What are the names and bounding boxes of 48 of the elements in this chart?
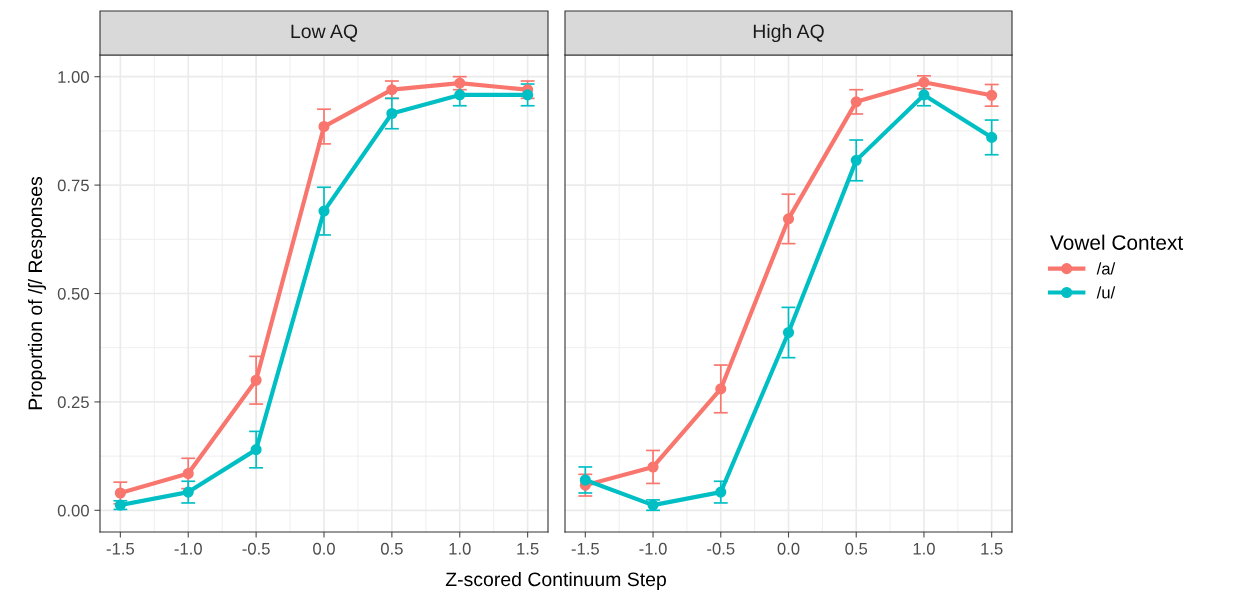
- point: [522, 89, 534, 101]
- x-tick-label: 1.5: [981, 543, 1003, 555]
- point: [850, 96, 862, 108]
- point: [318, 205, 330, 217]
- legend-label: /u/: [1096, 286, 1116, 299]
- x-tick-label: -0.5: [707, 542, 735, 555]
- y-tick-label: 0.25: [57, 396, 89, 409]
- x-tick-label: -1.5: [571, 543, 599, 555]
- y-tick-label: 0.75: [57, 179, 89, 192]
- x-tick-label: -1.0: [174, 542, 202, 555]
- point: [918, 89, 930, 101]
- point: [986, 89, 998, 101]
- point: [182, 486, 194, 498]
- x-tick-label: -1.0: [639, 542, 667, 555]
- point: [318, 120, 330, 133]
- y-tick-label: 0.50: [57, 287, 89, 300]
- x-tick-label: 0.5: [845, 542, 868, 555]
- legend-title: Vowel Context: [1050, 234, 1184, 250]
- point: [986, 131, 998, 143]
- point: [715, 383, 727, 395]
- chart-title: Low AQ: [291, 24, 358, 42]
- x-tick-label: -1.5: [106, 543, 135, 555]
- x-tick-label: 1.0: [913, 542, 935, 555]
- x-tick-label: 0.5: [380, 542, 403, 555]
- y-tick-label: 1.00: [58, 71, 89, 83]
- point: [386, 84, 398, 96]
- point: [715, 486, 727, 498]
- point: [647, 461, 659, 473]
- point: [386, 107, 398, 120]
- point: [782, 213, 795, 225]
- point: [114, 487, 126, 499]
- x-axis-title: Z-scored Continuum Step: [445, 571, 666, 591]
- x-tick-label: 1.0: [449, 542, 471, 555]
- y-tick-label: 0.00: [57, 504, 89, 517]
- chart-title: High AQ: [753, 23, 824, 43]
- x-tick-label: 0.0: [777, 542, 800, 555]
- x-tick-label: -0.5: [242, 542, 270, 555]
- point: [454, 89, 466, 101]
- point: [850, 154, 862, 166]
- legend-label: /a/: [1096, 262, 1116, 275]
- point: [782, 326, 795, 339]
- y-axis-title: Proportion of /ʃ/ Responses: [27, 176, 47, 410]
- point: [250, 374, 262, 386]
- point: [182, 467, 194, 480]
- x-tick-label: 1.5: [517, 543, 539, 555]
- x-tick-label: 0.0: [313, 542, 335, 555]
- point: [579, 474, 591, 486]
- point: [250, 444, 262, 456]
